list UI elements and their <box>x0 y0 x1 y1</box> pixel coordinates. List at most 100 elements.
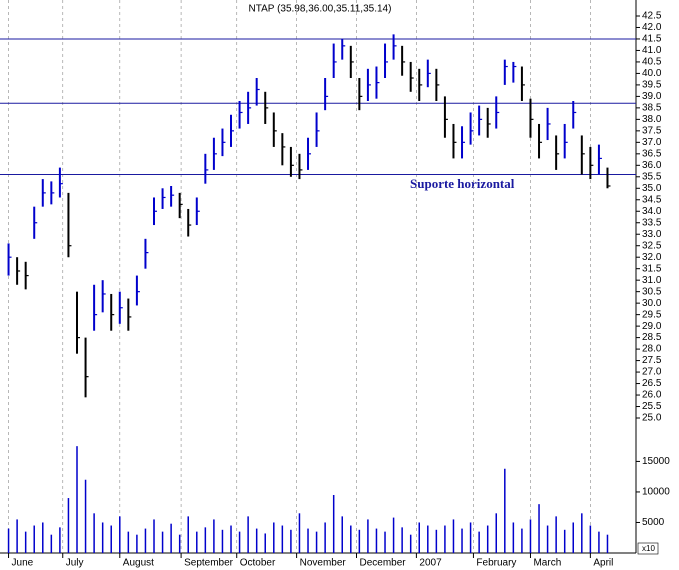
volume-bar <box>264 533 266 553</box>
volume-bar <box>59 527 61 553</box>
y-tick-label: 42.5 <box>642 11 662 22</box>
volume-bar <box>598 531 600 553</box>
volume-bar <box>67 498 70 553</box>
y-tick-label: 35.0 <box>642 183 662 194</box>
volume-bar <box>290 529 292 553</box>
volume-bar <box>469 522 472 553</box>
volume-bar <box>512 522 515 553</box>
volume-bar <box>204 527 207 553</box>
volume-bar <box>581 513 583 553</box>
x-tick-label: December <box>360 558 407 569</box>
volume-bar <box>358 529 361 553</box>
x-tick-label: March <box>533 558 561 569</box>
y-tick-label: 25.0 <box>642 413 662 424</box>
y-tick-label: 29.5 <box>642 309 662 320</box>
volume-bar <box>127 531 130 553</box>
volume-bar <box>452 519 455 553</box>
volume-bar <box>213 519 215 553</box>
volume-bar <box>136 534 138 553</box>
y-tick-label: 32.0 <box>642 252 662 263</box>
y-tick-label: 34.0 <box>642 206 662 217</box>
y-tick-label: 37.5 <box>642 125 662 136</box>
volume-bar <box>255 528 258 553</box>
volume-bar <box>341 516 343 553</box>
volume-bar <box>504 468 506 553</box>
volume-bar <box>401 527 403 553</box>
y-tick-label: 28.0 <box>642 344 662 355</box>
y-tick-label: 26.5 <box>642 378 662 389</box>
x-tick-label: November <box>300 558 347 569</box>
volume-bar <box>367 519 369 553</box>
volume-bar <box>589 525 592 553</box>
x-tick-label: July <box>66 558 84 569</box>
y-tick-label: 26.0 <box>642 390 662 401</box>
volume-bar <box>230 525 232 553</box>
y-tick-label: 37.0 <box>642 137 662 148</box>
volume-bar <box>478 531 480 553</box>
y-tick-label: 36.5 <box>642 148 662 159</box>
y-tick-label: 29.0 <box>642 321 662 332</box>
volume-bar <box>33 525 35 553</box>
volume-bar <box>529 519 532 553</box>
x-tick-label: June <box>12 558 34 569</box>
volume-bar <box>161 531 164 553</box>
volume-bar <box>196 531 198 553</box>
volume-bar <box>93 513 95 553</box>
y-tick-label: 28.5 <box>642 332 662 343</box>
volume-bar <box>435 529 438 553</box>
volume-bar <box>307 528 309 553</box>
volume-bar <box>238 531 241 553</box>
volume-bar <box>50 534 53 553</box>
volume-bar <box>7 528 10 553</box>
volume-bar <box>170 523 172 553</box>
y-tick-label: 40.5 <box>642 57 662 68</box>
volume-bar <box>572 522 575 553</box>
y-tick-label: 42.0 <box>642 22 662 33</box>
y-tick-label: 31.5 <box>642 263 662 274</box>
volume-bar <box>495 513 498 553</box>
x-tick-label: February <box>476 558 516 569</box>
volume-bar <box>427 525 429 553</box>
x-tick-label: April <box>593 558 613 569</box>
volume-bar <box>606 534 609 553</box>
y-tick-label: 27.5 <box>642 355 662 366</box>
volume-bar <box>247 516 249 553</box>
volume-bar <box>418 522 420 553</box>
y-tick-label: 27.0 <box>642 367 662 378</box>
volume-bar <box>350 525 352 553</box>
volume-bar <box>24 531 27 553</box>
volume-bar <box>384 531 386 553</box>
volume-bar <box>555 516 557 553</box>
volume-bar <box>375 528 378 553</box>
volume-unit-box <box>637 542 659 555</box>
volume-bar <box>144 528 147 553</box>
y-tick-label: 41.0 <box>642 45 662 56</box>
volume-bar <box>324 522 326 553</box>
volume-bar <box>42 522 44 553</box>
x-tick-label: October <box>240 558 276 569</box>
volume-bar <box>563 529 566 553</box>
plot-area <box>0 0 636 553</box>
volume-bar <box>119 516 121 553</box>
volume-bar <box>392 517 395 553</box>
volume-bar <box>546 525 549 553</box>
volume-bar <box>221 529 224 553</box>
y-tick-label: 40.0 <box>642 68 662 79</box>
volume-bar <box>101 522 104 553</box>
volume-bar <box>521 528 523 553</box>
volume-bar <box>298 513 301 553</box>
volume-bar <box>178 534 181 553</box>
y-tick-label: 36.0 <box>642 160 662 171</box>
y-tick-label: 33.0 <box>642 229 662 240</box>
annotation: Suporte horizontal <box>410 176 515 191</box>
y2-tick-label: 15000 <box>642 456 670 467</box>
volume-bar <box>332 495 335 553</box>
y-tick-label: 34.5 <box>642 194 662 205</box>
volume-bar <box>444 525 446 553</box>
volume-bar <box>76 446 78 553</box>
y-tick-label: 30.0 <box>642 298 662 309</box>
y-tick-label: 39.0 <box>642 91 662 102</box>
volume-unit: x10 <box>642 544 655 553</box>
